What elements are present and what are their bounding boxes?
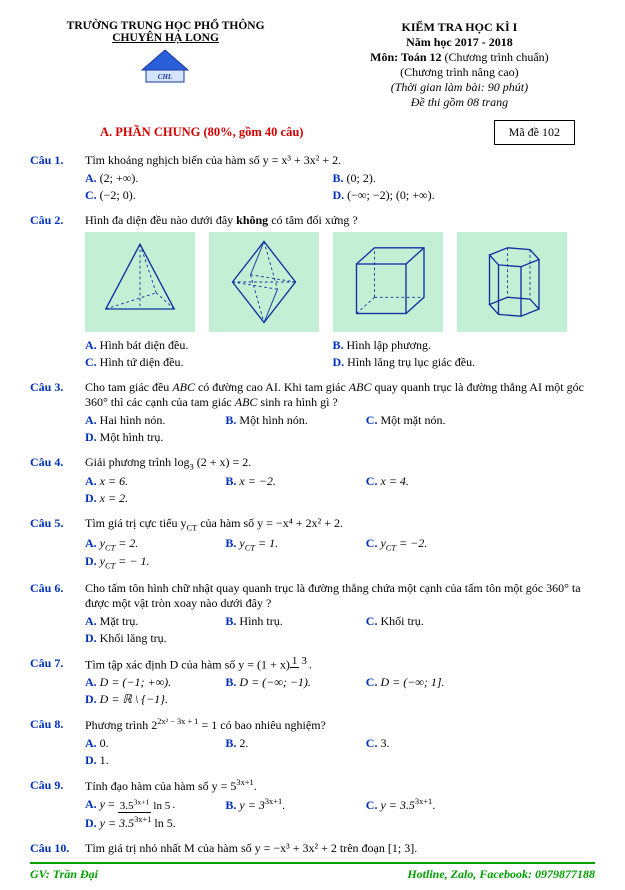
option-b: B. y = 33x+1. [225,797,347,813]
shape-bipyramid [209,232,319,332]
question-text: Hình đa diện đều nào dưới đây không có t… [85,213,595,228]
option-d: D. yCT = − 1. [85,554,207,570]
question-text: Tìm khoảng nghịch biến của hàm số y = x³… [85,153,595,168]
header-right: KIỂM TRA HỌC KÌ I Năm học 2017 - 2018 Mô… [324,20,595,110]
question-6: Câu 6. Cho tấm tôn hình chữ nhật quay qu… [30,581,595,648]
option-b: B. x = −2. [225,474,347,489]
option-d: D. D = ℝ \ {−1}. [85,692,207,707]
section-a-title: A. PHẦN CHUNG (80%, gồm 40 câu) [100,125,303,140]
question-number: Câu 2. [30,213,85,372]
option-b: B. (0; 2). [333,171,563,186]
option-a: A. y = 3.53x+1ln 5. [85,797,207,813]
option-d: D. x = 2. [85,491,207,506]
question-text: Cho tấm tôn hình chữ nhật quay quanh trụ… [85,581,595,611]
question-text: Phương trình 22x² − 3x + 1 = 1 có bao nh… [85,717,595,733]
option-d: D. 1. [85,753,207,768]
option-c: C. (−2; 0). [85,188,315,203]
option-b: B. Một hình nón. [225,413,347,428]
option-b: B. 2. [225,736,347,751]
question-number: Câu 5. [30,516,85,572]
option-a: A. Hai hình nón. [85,413,207,428]
option-d: D. Một hình trụ. [85,430,207,445]
option-a: A. x = 6. [85,474,207,489]
option-b: B. D = (−∞; −1). [225,675,347,690]
option-c: C. Một mặt nón. [366,413,488,428]
option-a: A. (2; +∞). [85,171,315,186]
option-b: B. yCT = 1. [225,536,347,552]
question-number: Câu 1. [30,153,85,205]
question-text: Tìm tập xác định D của hàm số y = (1 + x… [85,656,595,673]
option-c: C. yCT = −2. [366,536,488,552]
option-c: C. D = (−∞; 1]. [366,675,488,690]
question-3: Câu 3. Cho tam giác đều ABC có đường cao… [30,380,595,447]
exam-program: (Chương trình nâng cao) [324,65,595,80]
question-text: Tìm giá trị cực tiểu yCT của hàm số y = … [85,516,595,532]
option-c: C. y = 3.53x+1. [366,797,488,813]
option-c: C. 3. [366,736,488,751]
question-text: Tính đạo hàm của hàm số y = 53x+1. [85,778,595,794]
exam-time: (Thời gian làm bài: 90 phút) [324,80,595,95]
question-text: Cho tam giác đều ABC có đường cao AI. Kh… [85,380,595,410]
school-name-1: TRƯỜNG TRUNG HỌC PHỔ THÔNG [30,20,301,32]
exam-code-box: Mã đề 102 [494,120,575,145]
question-10: Câu 10. Tìm giá trị nhỏ nhất M của hàm s… [30,841,595,859]
option-a: A. 0. [85,736,207,751]
question-text: Tìm giá trị nhỏ nhất M của hàm số y = −x… [85,841,595,856]
exam-subject: Môn: Toán 12 (Chương trình chuẩn) [324,50,595,65]
question-9: Câu 9. Tính đạo hàm của hàm số y = 53x+1… [30,778,595,833]
option-a: A. Hình bát diện đều. [85,338,315,353]
question-number: Câu 10. [30,841,85,859]
header-left: TRƯỜNG TRUNG HỌC PHỔ THÔNG CHUYÊN HẠ LON… [30,20,301,110]
option-d: D. (−∞; −2); (0; +∞). [333,188,563,203]
footer-contact: Hotline, Zalo, Facebook: 0979877188 [407,867,595,882]
svg-text:CHL: CHL [158,73,172,81]
question-number: Câu 9. [30,778,85,833]
footer-teacher: GV: Trần Đại [30,867,98,882]
question-5: Câu 5. Tìm giá trị cực tiểu yCT của hàm … [30,516,595,572]
question-number: Câu 8. [30,717,85,770]
option-a: A. D = (−1; +∞). [85,675,207,690]
question-number: Câu 6. [30,581,85,648]
shape-hex-prism [457,232,567,332]
option-d: D. y = 3.53x+1 ln 5. [85,815,207,831]
section-row: A. PHẦN CHUNG (80%, gồm 40 câu) Mã đề 10… [100,120,595,145]
shapes-row [85,232,595,332]
page-header: TRƯỜNG TRUNG HỌC PHỔ THÔNG CHUYÊN HẠ LON… [30,20,595,110]
option-a: A. Mặt trụ. [85,614,207,629]
question-number: Câu 3. [30,380,85,447]
shape-cube [333,232,443,332]
option-c: C. Khối trụ. [366,614,488,629]
question-number: Câu 7. [30,656,85,710]
question-text: Giải phương trình log3 (2 + x) = 2. [85,455,595,471]
option-c: C. Hình tứ diện đều. [85,355,315,370]
question-7: Câu 7. Tìm tập xác định D của hàm số y =… [30,656,595,710]
shape-octahedron [85,232,195,332]
page-footer: GV: Trần Đại Hotline, Zalo, Facebook: 09… [30,862,595,882]
option-d: D. Khối lăng trụ. [85,631,207,646]
exam-title: KIỂM TRA HỌC KÌ I [324,20,595,35]
question-2: Câu 2. Hình đa diện đều nào dưới đây khô… [30,213,595,372]
question-number: Câu 4. [30,455,85,508]
school-logo: CHL [138,48,193,92]
option-c: C. x = 4. [366,474,488,489]
question-1: Câu 1. Tìm khoảng nghịch biến của hàm số… [30,153,595,205]
option-b: B. Hình lập phương. [333,338,563,353]
exam-year: Năm học 2017 - 2018 [324,35,595,50]
option-d: D. Hình lăng trụ lục giác đều. [333,355,563,370]
question-4: Câu 4. Giải phương trình log3 (2 + x) = … [30,455,595,508]
question-8: Câu 8. Phương trình 22x² − 3x + 1 = 1 có… [30,717,595,770]
option-b: B. Hình trụ. [225,614,347,629]
exam-pages: Đề thi gồm 08 trang [324,95,595,110]
option-a: A. yCT = 2. [85,536,207,552]
school-name-2: CHUYÊN HẠ LONG [30,32,301,44]
